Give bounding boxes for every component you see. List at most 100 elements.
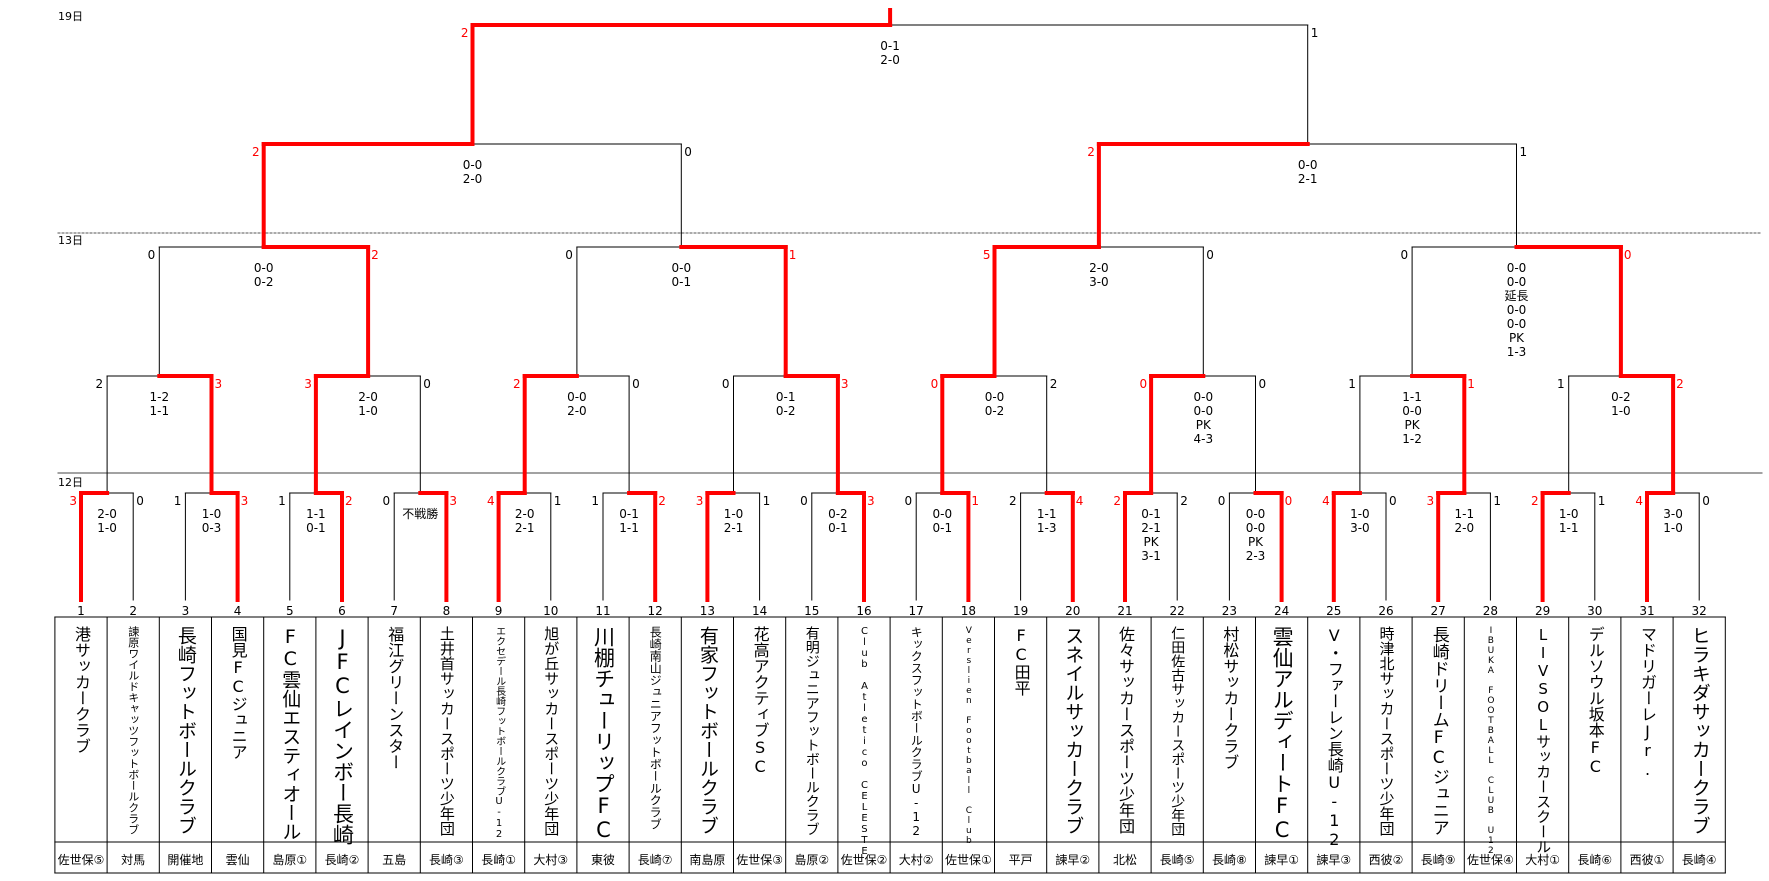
- seed-number: 17: [908, 604, 924, 618]
- team-region: 長崎③: [429, 852, 464, 867]
- team-cell: キックスフットボールクラブU-12: [890, 622, 942, 842]
- score-left: 0: [1400, 248, 1408, 262]
- team-name: 福江グリーンスター: [385, 626, 405, 770]
- team-name: 港サッカークラブ: [71, 626, 91, 754]
- score-right: 2: [1050, 377, 1058, 391]
- seed-number: 23: [1221, 604, 1238, 618]
- team-name: スネイルサッカークラブ: [1062, 626, 1085, 835]
- score-left: 0: [722, 377, 730, 391]
- team-cell: Club Atletico CELESTE: [838, 622, 890, 857]
- match-detail: 4-3: [1193, 432, 1213, 446]
- seed-number: 21: [1117, 604, 1133, 618]
- score-left: 2: [95, 377, 103, 391]
- match-detail: 1-0: [1611, 404, 1631, 418]
- day-label: 13日: [58, 234, 83, 247]
- seed-number: 30: [1587, 604, 1603, 618]
- match-detail: 0-0: [1402, 404, 1422, 418]
- match-detail: 0-0: [1298, 158, 1318, 172]
- match-detail: 1-1: [149, 404, 169, 418]
- match-detail: 0-0: [567, 390, 587, 404]
- score-left: 3: [304, 377, 312, 391]
- score-left: 2: [461, 26, 469, 40]
- match-detail: PK: [1144, 535, 1160, 549]
- seed-number: 22: [1169, 604, 1185, 618]
- match-detail: 不戦勝: [402, 506, 438, 521]
- score-right: 3: [215, 377, 223, 391]
- score-right: 1: [554, 494, 562, 508]
- match-detail: 1-0: [202, 507, 222, 521]
- seed-number: 24: [1273, 604, 1290, 618]
- team-cell: JFCレインボー長崎: [316, 622, 368, 845]
- match-detail: 2-0: [567, 404, 587, 418]
- match-detail: 1-0: [358, 404, 378, 418]
- seed-number: 15: [804, 604, 820, 618]
- match-detail: 0-2: [828, 507, 848, 521]
- score-right: 0: [1206, 248, 1214, 262]
- day-separators: 19日 13日 12日: [57, 10, 1763, 489]
- match-detail: 0-1: [1141, 507, 1161, 521]
- seed-number: 5: [285, 604, 294, 618]
- score-left: 0: [1218, 494, 1226, 508]
- team-region: 西彼①: [1629, 852, 1665, 867]
- team-cell: ヒラキダサッカークラブ: [1673, 622, 1725, 842]
- match-detail: 2-1: [724, 521, 744, 535]
- score-left: 0: [905, 494, 913, 508]
- team-region: 佐世保①: [945, 852, 992, 867]
- match-detail: 1-3: [1507, 345, 1527, 359]
- score-left: 1: [174, 494, 182, 508]
- team-name: エクセデール長崎フットボールクラブU-12: [493, 626, 505, 840]
- match-detail: 1-0: [1663, 521, 1683, 535]
- match-detail: 1-0: [1559, 507, 1579, 521]
- score-left: 1: [591, 494, 599, 508]
- match-detail: 2-1: [515, 521, 535, 535]
- team-name: 旭が丘サッカースポーツ少年団: [542, 626, 561, 836]
- match-detail: 0-1: [932, 521, 952, 535]
- seed-number: 27: [1430, 604, 1446, 618]
- seed-number: 6: [338, 604, 346, 618]
- team-region: 五島: [382, 852, 407, 867]
- team-cell: デルソウル坂本FC: [1569, 622, 1621, 842]
- team-cell: 川棚チューリップFC: [577, 622, 629, 842]
- score-right: 1: [1520, 145, 1528, 159]
- team-cell: IBUKA FOOTBALL CLUB U12: [1464, 622, 1516, 856]
- match-detail: PK: [1196, 418, 1212, 432]
- match-detail: 0-0: [671, 261, 691, 275]
- match-detail: 0-0: [985, 390, 1005, 404]
- match-detail: 0-0: [1246, 507, 1266, 521]
- match-detail: 2-0: [515, 507, 535, 521]
- score-right: 1: [1598, 494, 1606, 508]
- team-cell: 土井首サッカースポーツ少年団: [420, 622, 472, 842]
- team-name: V・ファーレン長崎U-12: [1324, 626, 1344, 849]
- team-cell: 国見FCジュニア: [212, 622, 264, 842]
- seed-number: 2: [129, 604, 137, 618]
- team-region: 長崎⑥: [1577, 852, 1613, 867]
- team-region: 大村②: [898, 852, 934, 867]
- score-left: 4: [487, 494, 495, 508]
- match-detail: 0-2: [1611, 390, 1631, 404]
- match-detail: 0-1: [619, 507, 639, 521]
- day-label: 12日: [58, 476, 83, 489]
- match-detail: 0-1: [776, 390, 796, 404]
- score-left: 4: [1635, 494, 1643, 508]
- seed-number: 14: [751, 604, 768, 618]
- score-right: 0: [1702, 494, 1710, 508]
- team-region: 長崎⑤: [1159, 852, 1195, 867]
- match-detail: 2-0: [463, 172, 483, 186]
- match-detail: PK: [1405, 418, 1421, 432]
- team-cell: 長崎南山ジュニアフットボールクラブ: [629, 622, 681, 842]
- match-detail: 1-2: [149, 390, 169, 404]
- score-left: 1: [1557, 377, 1565, 391]
- team-region: 平戸: [1008, 852, 1033, 867]
- team-name: 時津北サッカースポーツ少年団: [1377, 626, 1396, 836]
- team-region: 大村③: [533, 852, 569, 867]
- score-right: 0: [1624, 248, 1632, 262]
- match-detail: 0-0: [463, 158, 483, 172]
- team-name: Club Atletico CELESTE: [858, 626, 870, 857]
- match-detail: 0-0: [254, 261, 274, 275]
- team-name: 佐々サッカースポーツ少年団: [1115, 626, 1135, 834]
- score-left: 5: [983, 248, 991, 262]
- match-detail: 3-0: [1663, 507, 1683, 521]
- team-cell: 仁田佐古サッカースポーツ少年団: [1151, 622, 1203, 842]
- team-cell: エクセデール長崎フットボールクラブU-12: [473, 622, 525, 842]
- match-detail: 0-0: [1507, 261, 1527, 275]
